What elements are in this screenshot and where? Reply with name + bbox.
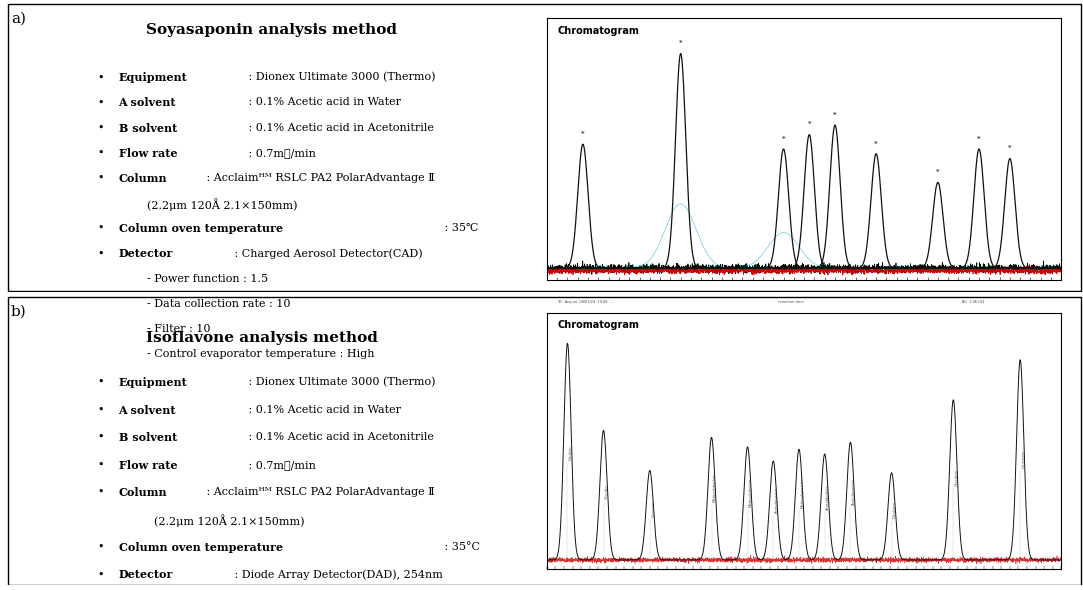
Text: (2.2μm 120Å 2.1×150mm): (2.2μm 120Å 2.1×150mm) [118,514,304,527]
Text: Genistin: Genistin [651,501,655,517]
Text: Equipment: Equipment [118,73,187,83]
Text: - Control evaporator temperature : High: - Control evaporator temperature : High [118,349,374,359]
Text: •: • [97,542,104,552]
Text: •: • [97,173,104,183]
Text: : Dionex Ultimate 3000 (Thermo): : Dionex Ultimate 3000 (Thermo) [245,377,435,388]
Text: Malonylgenistin: Malonylgenistin [800,477,805,508]
Text: Equipment: Equipment [118,377,187,388]
Text: Column oven temperature: Column oven temperature [118,223,283,234]
Text: : 35℃: : 35℃ [441,223,479,233]
Text: B solvent: B solvent [118,123,177,134]
Text: : 0.1% Acetic acid in Water: : 0.1% Acetic acid in Water [245,405,401,415]
Text: •: • [97,377,104,387]
Text: Acetylgenistin: Acetylgenistin [852,477,856,504]
Text: a): a) [11,12,26,25]
Text: •: • [97,569,104,579]
Text: TIC  Acq on: 08/01/24  14:08  ...: TIC Acq on: 08/01/24 14:08 ... [557,300,613,304]
Text: Acetyldaidzin: Acetyldaidzin [826,484,831,510]
Text: •: • [97,487,104,497]
Text: : 35°C: : 35°C [441,542,480,552]
Text: Chromatogram: Chromatogram [557,320,639,330]
Text: Daidzein: Daidzein [893,502,897,519]
Text: *: * [1008,145,1012,152]
Text: Acetylglycitin: Acetylglycitin [774,487,779,513]
Text: : Acclaimᴴᴹ RSLC PA2 PolarAdvantage Ⅱ: : Acclaimᴴᴹ RSLC PA2 PolarAdvantage Ⅱ [203,487,434,497]
Text: A solvent: A solvent [118,405,177,415]
Text: - Data collection rate : 10: - Data collection rate : 10 [118,299,290,309]
Text: Flow rate: Flow rate [118,460,177,470]
Text: Detector: Detector [118,248,173,260]
Text: •: • [97,460,104,470]
Text: •: • [97,405,104,415]
Text: retention time: retention time [779,300,804,304]
Text: : 0.1% Acetic acid in Water: : 0.1% Acetic acid in Water [245,97,401,107]
Text: Malonylglycitin: Malonylglycitin [749,477,753,507]
Text: •: • [97,432,104,442]
Text: A solvent: A solvent [118,97,177,109]
Text: Isoflavone analysis method: Isoflavone analysis method [145,331,377,345]
Text: : 0.1% Acetic acid in Acetonitrile: : 0.1% Acetic acid in Acetonitrile [245,432,433,442]
Text: Malonyldaidzin: Malonyldaidzin [713,473,717,503]
Text: *: * [808,122,811,127]
Text: Daidzin: Daidzin [569,445,573,460]
Text: : Acclaimᴴᴹ RSLC PA2 PolarAdvantage Ⅱ: : Acclaimᴴᴹ RSLC PA2 PolarAdvantage Ⅱ [203,173,434,183]
Text: Column: Column [118,487,167,498]
Text: AU  1.0E+03: AU 1.0E+03 [962,300,984,304]
Text: : Diode Array Detector(DAD), 254nm: : Diode Array Detector(DAD), 254nm [231,569,443,580]
Text: Column oven temperature: Column oven temperature [118,542,283,553]
Text: : Charged Aerosol Detector(CAD): : Charged Aerosol Detector(CAD) [231,248,422,259]
Text: •: • [97,123,104,133]
Text: Chromatogram: Chromatogram [557,25,639,35]
Text: •: • [97,223,104,233]
Text: *: * [833,112,837,118]
Text: : 0.1% Acetic acid in Acetonitrile: : 0.1% Acetic acid in Acetonitrile [245,123,433,133]
Text: - Power function : 1.5: - Power function : 1.5 [118,274,268,284]
Text: Genistein: Genistein [1021,449,1026,467]
Text: •: • [97,248,104,258]
Text: *: * [582,131,585,137]
Text: •: • [97,97,104,107]
Text: Glycitin: Glycitin [605,484,609,499]
Text: *: * [679,40,682,47]
Text: *: * [782,136,785,142]
Text: Flow rate: Flow rate [118,148,177,159]
Text: Column: Column [118,173,167,184]
Text: *: * [874,140,878,146]
Text: B solvent: B solvent [118,432,177,443]
Text: *: * [936,169,940,175]
Text: Glycitein: Glycitein [955,468,958,486]
Text: - Filter : 10: - Filter : 10 [118,324,210,334]
Text: Detector: Detector [118,569,173,581]
Text: *: * [977,136,981,142]
Text: •: • [97,73,104,83]
Text: •: • [97,148,104,158]
Text: Soyasaponin analysis method: Soyasaponin analysis method [145,23,396,37]
Text: : 0.7mℓ/min: : 0.7mℓ/min [245,460,315,470]
Text: b): b) [11,305,27,319]
Text: : 0.7mℓ/min: : 0.7mℓ/min [245,148,315,158]
Text: (2.2μm 120Å 2.1×150mm): (2.2μm 120Å 2.1×150mm) [118,198,297,211]
Text: : Dionex Ultimate 3000 (Thermo): : Dionex Ultimate 3000 (Thermo) [245,73,435,83]
